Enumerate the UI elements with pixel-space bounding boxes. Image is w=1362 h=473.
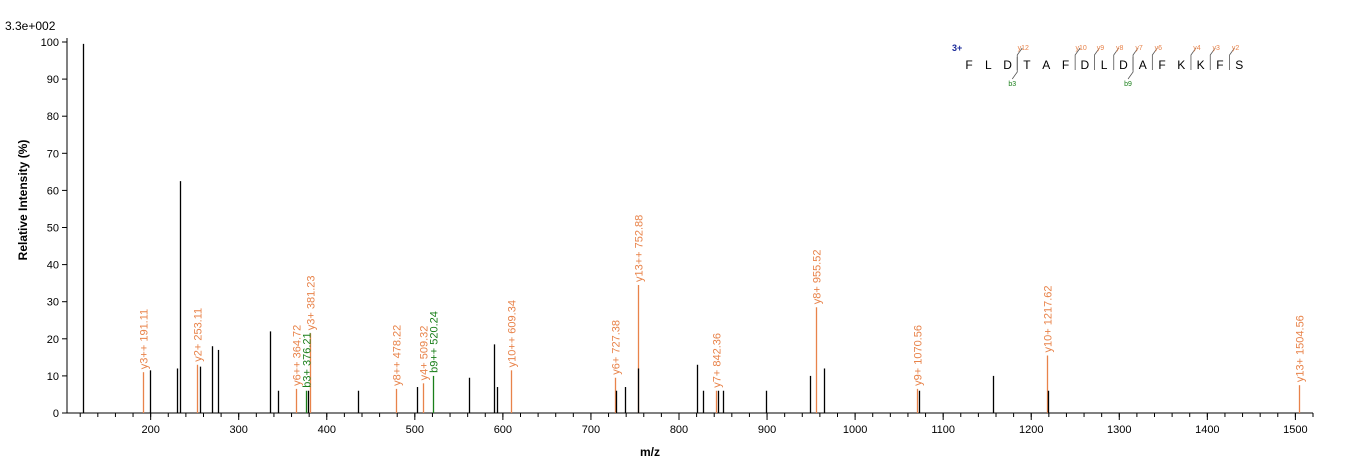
- x-axis-title: m/z: [640, 445, 660, 459]
- peak-label: y3+ 381.23: [306, 275, 318, 330]
- peak-label: y6+ 727.38: [611, 320, 623, 375]
- x-tick-label: 700: [582, 424, 600, 436]
- y-tick-label: 20: [47, 334, 59, 346]
- y-ion-label: y6: [1155, 45, 1163, 52]
- y-ion-label: y7: [1135, 45, 1143, 52]
- peak-label: y3++ 191.11: [139, 309, 151, 369]
- x-tick-label: 200: [141, 424, 159, 436]
- intensity-scale-label: 3.3e+002: [5, 19, 56, 33]
- y-ion-label: y2: [1232, 45, 1240, 52]
- y-axis-title: Relative Intensity (%): [16, 140, 30, 261]
- sequence-residue: D: [1080, 58, 1089, 72]
- y-ion-label: y4: [1193, 45, 1201, 52]
- b-ion-label: b3: [1008, 81, 1016, 88]
- sequence-residue: A: [1139, 58, 1147, 72]
- x-tick-label: 600: [494, 424, 512, 436]
- y-ion-label: y3: [1213, 45, 1221, 52]
- y-ion-label: y9: [1097, 45, 1105, 52]
- y-tick-label: 30: [47, 297, 59, 309]
- peak-label: y2+ 253.11: [193, 308, 205, 362]
- y-tick-label: 10: [47, 371, 59, 383]
- peak-label: y9+ 1070.56: [913, 325, 925, 386]
- sequence-residue: A: [1042, 58, 1050, 72]
- y-ion-label: y8: [1116, 45, 1124, 52]
- y-ion-bracket: [1094, 47, 1100, 70]
- y-ion-bracket: [1209, 47, 1216, 70]
- sequence-residue: K: [1177, 58, 1185, 72]
- y-tick-label: 50: [47, 223, 59, 235]
- y-ion-label: y10: [1076, 45, 1087, 52]
- peak-label: y10+ 1217.62: [1043, 286, 1055, 353]
- sequence-residue: F: [1158, 58, 1165, 72]
- x-tick-label: 300: [230, 424, 248, 436]
- y-tick-label: 70: [47, 148, 59, 160]
- peak-label: y13++ 752.88: [634, 215, 646, 282]
- y-tick-label: 40: [47, 260, 59, 272]
- peak-label: y6++ 364.72: [292, 325, 304, 386]
- peak-label: b9++ 520.24: [429, 311, 441, 373]
- y-ion-bracket: [1074, 47, 1081, 70]
- y-ion-label: y12: [1018, 45, 1029, 52]
- x-tick-label: 1400: [1195, 424, 1219, 436]
- y-tick-label: 0: [53, 408, 59, 420]
- x-tick-label: 1500: [1283, 424, 1307, 436]
- axes: 0 10 20 30 40 50 60 70 80 90 100 200 300 400 500 600 700…: [41, 37, 1314, 436]
- y-ion-bracket: [1229, 47, 1235, 70]
- sequence-residue: K: [1197, 58, 1205, 72]
- y-tick-label: 60: [47, 185, 59, 197]
- x-tick-label: 1000: [843, 424, 867, 436]
- sequence-residue: L: [985, 58, 992, 72]
- y-tick-label: 100: [41, 37, 59, 49]
- y-ion-bracket: [1190, 47, 1197, 70]
- sequence-residue: F: [965, 58, 972, 72]
- x-tick-label: 500: [406, 424, 424, 436]
- y-tick-label: 80: [47, 111, 59, 123]
- peak-label: b3+ 376.21: [302, 332, 314, 387]
- peak-label: y13+ 1504.56: [1295, 315, 1307, 382]
- y-ion-bracket: [1113, 47, 1120, 70]
- x-tick-label: 900: [758, 424, 776, 436]
- peak-label: y8+ 955.52: [812, 250, 824, 305]
- x-tick-label: 400: [318, 424, 336, 436]
- sequence-residue: D: [1119, 58, 1128, 72]
- sequence-residue: F: [1216, 58, 1223, 72]
- x-tick-label: 1200: [1019, 424, 1043, 436]
- sequence-residue: T: [1023, 58, 1031, 72]
- peak-label: y7+ 842.36: [712, 333, 724, 388]
- peaks: [82, 43, 1301, 413]
- x-tick-label: 800: [670, 424, 688, 436]
- b-ion-bracket: [1127, 57, 1134, 80]
- sequence-residue: D: [1003, 58, 1012, 72]
- x-tick-label: 1300: [1107, 424, 1131, 436]
- sequence-residue: S: [1235, 58, 1243, 72]
- peak-label: y8++ 478.22: [392, 325, 404, 386]
- b-ion-label: b9: [1124, 81, 1132, 88]
- x-tick-label: 1100: [931, 424, 955, 436]
- sequence-residue: F: [1062, 58, 1069, 72]
- y-ion-bracket: [1151, 47, 1158, 70]
- precursor-charge: 3+: [952, 43, 962, 53]
- b-ion-bracket: [1011, 57, 1018, 80]
- sequence-residue: L: [1101, 58, 1108, 72]
- peak-label: y4+ 509.32: [419, 326, 431, 381]
- y-tick-label: 90: [47, 74, 59, 86]
- peak-label: y10++ 609.34: [507, 300, 519, 367]
